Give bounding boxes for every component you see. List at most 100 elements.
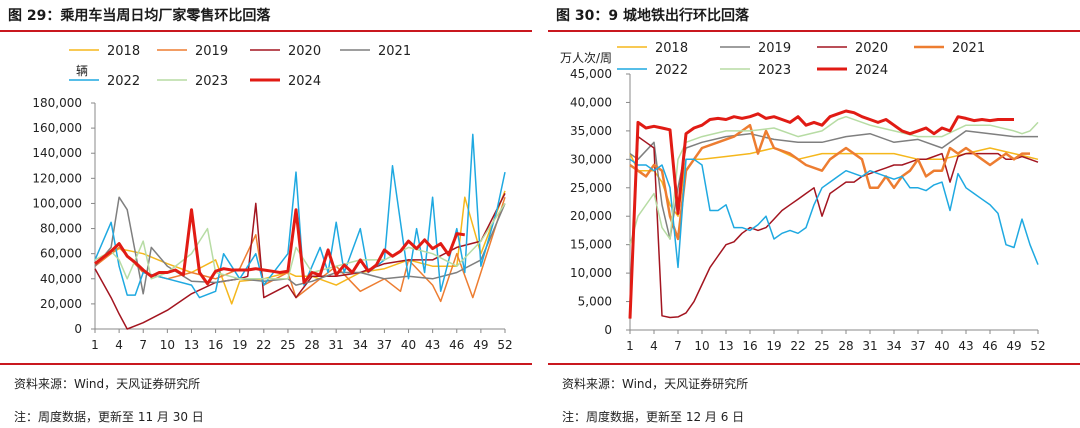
y-axis-label: 万人次/周: [560, 51, 612, 65]
x-tick-label: 31: [329, 338, 344, 352]
update-note: 注：周度数据，更新至 12 月 6 日: [562, 410, 745, 424]
legend-label: 2022: [107, 74, 140, 89]
series-line-2021: [629, 123, 1030, 241]
legend-item-2024: 2024: [250, 74, 321, 89]
legend-item-2019: 2019: [157, 44, 228, 59]
y-tick-label: 40,000: [570, 95, 612, 109]
x-tick-label: 46: [982, 339, 997, 353]
legend-item-2022: 2022: [617, 63, 688, 78]
x-tick-label: 28: [838, 339, 853, 353]
legend-item-2024: 2024: [817, 63, 888, 78]
legend-label: 2024: [288, 74, 321, 89]
source-note: 资料来源：Wind，天风证券研究所: [14, 377, 201, 391]
legend-label: 2023: [195, 74, 228, 89]
source-note: 资料来源：Wind，天风证券研究所: [562, 377, 749, 391]
y-axis-label: 辆: [76, 64, 88, 78]
x-tick-label: 49: [1006, 339, 1021, 353]
x-tick-label: 1: [91, 338, 99, 352]
footer-divider: [0, 363, 532, 365]
legend-item-2022: 2022: [69, 74, 140, 89]
x-tick-label: 7: [674, 339, 682, 353]
x-tick-label: 13: [184, 338, 199, 352]
x-tick-label: 25: [280, 338, 295, 352]
x-tick-label: 22: [256, 338, 271, 352]
legend-item-2021: 2021: [914, 41, 985, 56]
legend-label: 2018: [107, 44, 140, 59]
series-line-2024: [94, 208, 466, 286]
legend-item-2018: 2018: [617, 41, 688, 56]
y-tick-label: 0: [604, 323, 612, 337]
x-tick-label: 37: [910, 339, 925, 353]
y-tick-label: 5,000: [578, 295, 612, 309]
series-line-2022: [629, 158, 1039, 269]
legend-label: 2022: [655, 63, 688, 78]
y-tick-label: 30,000: [570, 152, 612, 166]
x-tick-label: 1: [626, 339, 634, 353]
legend-item-2020: 2020: [250, 44, 321, 59]
legend-item-2023: 2023: [720, 63, 791, 78]
series-line-2019: [629, 130, 1038, 240]
x-tick-label: 31: [862, 339, 877, 353]
legend-label: 2024: [855, 63, 888, 78]
title-divider: [0, 30, 532, 32]
footer-divider: [548, 363, 1080, 365]
legend-item-2018: 2018: [69, 44, 140, 59]
title-divider: [548, 30, 1080, 32]
series-line-2021: [94, 196, 506, 295]
metro-ridership-line-chart: 0 5,000 10,000 15,000 20,000 25,000 30,000 35,0…: [560, 41, 1046, 353]
x-tick-label: 43: [425, 338, 440, 352]
legend-label: 2018: [655, 41, 688, 56]
series-line-2020: [629, 135, 1039, 319]
legend-item-2021: 2021: [340, 44, 411, 59]
x-tick-label: 4: [650, 339, 658, 353]
x-tick-label: 40: [934, 339, 949, 353]
legend-label: 2021: [952, 41, 985, 56]
y-tick-label: 160,000: [32, 121, 82, 135]
x-tick-label: 10: [160, 338, 175, 352]
car-sales-line-chart: 0 20,000 40,000 60,000 80,000 100,000 120,000 1…: [32, 44, 512, 352]
x-tick-label: 52: [1030, 339, 1045, 353]
y-tick-label: 180,000: [32, 96, 82, 110]
x-tick-label: 4: [115, 338, 123, 352]
chart-title: 图 30：9 城地铁出行环比回落: [556, 8, 749, 24]
update-note: 注：周度数据，更新至 11 月 30 日: [14, 410, 204, 424]
x-tick-label: 19: [232, 338, 247, 352]
x-tick-label: 16: [208, 338, 223, 352]
y-tick-label: 140,000: [32, 146, 82, 160]
x-tick-label: 34: [886, 339, 901, 353]
y-tick-label: 15,000: [570, 238, 612, 252]
legend-item-2023: 2023: [157, 74, 228, 89]
y-tick-label: 20,000: [570, 209, 612, 223]
x-tick-label: 7: [139, 338, 147, 352]
legend-item-2020: 2020: [817, 41, 888, 56]
x-tick-label: 34: [353, 338, 368, 352]
series-line-2024: [628, 109, 1014, 319]
x-tick-label: 13: [718, 339, 733, 353]
x-tick-label: 16: [742, 339, 757, 353]
series-line-2020: [94, 193, 506, 330]
x-tick-label: 43: [958, 339, 973, 353]
series-line-2023: [629, 115, 1039, 245]
legend-label: 2021: [378, 44, 411, 59]
chart-panel-car-sales: 图 29：乘用车当周日均厂家零售环比回落 0 20,000 40,000 60,000…: [0, 0, 532, 428]
legend-label: 2020: [855, 41, 888, 56]
x-tick-label: 22: [790, 339, 805, 353]
y-tick-label: 80,000: [40, 222, 82, 236]
x-tick-label: 19: [766, 339, 781, 353]
x-tick-label: 37: [377, 338, 392, 352]
chart-title: 图 29：乘用车当周日均厂家零售环比回落: [8, 8, 271, 24]
legend-label: 2019: [195, 44, 228, 59]
series-line-2018: [629, 147, 1039, 217]
chart-panel-metro-ridership: 图 30：9 城地铁出行环比回落 0 5,000 10,000 15,000 20,00…: [548, 0, 1080, 428]
x-tick-label: 49: [473, 338, 488, 352]
x-tick-label: 10: [694, 339, 709, 353]
x-tick-label: 28: [304, 338, 319, 352]
y-tick-label: 10,000: [570, 266, 612, 280]
y-tick-label: 25,000: [570, 181, 612, 195]
y-tick-label: 120,000: [32, 171, 82, 185]
series-line-2019: [94, 196, 506, 303]
legend-label: 2023: [758, 63, 791, 78]
y-tick-label: 100,000: [32, 196, 82, 210]
legend-item-2019: 2019: [720, 41, 791, 56]
x-tick-label: 25: [814, 339, 829, 353]
